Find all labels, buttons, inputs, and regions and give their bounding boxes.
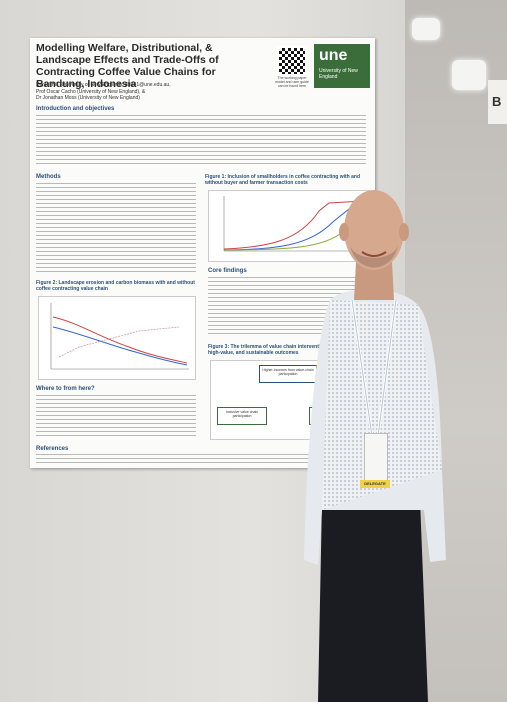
qr-code: [277, 46, 307, 76]
author-line: Prof Oscar Cacho (University of New Engl…: [36, 88, 146, 95]
figure2-chart: [38, 296, 196, 380]
badge-label: DELEGATE: [360, 480, 390, 488]
trilemma-node: Inclusive value chain participation: [217, 407, 267, 425]
figure3-heading: Figure 3: The trilemma of value chain in…: [208, 344, 355, 356]
ear: [339, 223, 349, 241]
ear: [399, 223, 409, 241]
methods-text: [36, 183, 196, 273]
trousers: [318, 500, 428, 702]
section-heading-methods: Methods: [36, 174, 61, 180]
logo-name: University of New England: [319, 68, 358, 80]
figure2-heading: Figure 2: Landscape erosion and carbon b…: [36, 280, 195, 292]
ceiling-lamp: [452, 60, 486, 90]
logo-mark: une: [319, 47, 348, 64]
where-text: [36, 395, 196, 439]
university-logo: une University of New England: [314, 44, 370, 88]
smile: [361, 251, 387, 257]
booth-sign: B: [488, 80, 507, 124]
beard-stubble: [350, 245, 398, 268]
section-heading-references: References: [36, 446, 69, 452]
figure1-heading: Figure 1: Inclusion of smallholders in c…: [205, 174, 361, 186]
section-heading-core: Core findings: [208, 268, 247, 274]
intro-text: [36, 115, 366, 165]
author-line: Dr Jonathan Moss (University of New Engl…: [36, 95, 140, 101]
head: [344, 190, 404, 270]
figure2-curves: [50, 303, 189, 370]
section-heading-intro: Introduction and objectives: [36, 106, 115, 112]
poster-authors: Daniel Hill (University of New England),…: [36, 82, 276, 102]
references-text: [36, 454, 366, 466]
section-heading-where: Where to from here?: [36, 386, 95, 392]
author-line: Daniel Hill (University of New England),…: [36, 82, 171, 88]
neck: [354, 262, 394, 300]
poster-title: Modelling Welfare, Distributional, & Lan…: [36, 42, 219, 90]
name-badge: [364, 433, 388, 485]
ceiling-lamp: [412, 18, 440, 40]
qr-caption: The working paper model and user guide c…: [275, 76, 309, 88]
